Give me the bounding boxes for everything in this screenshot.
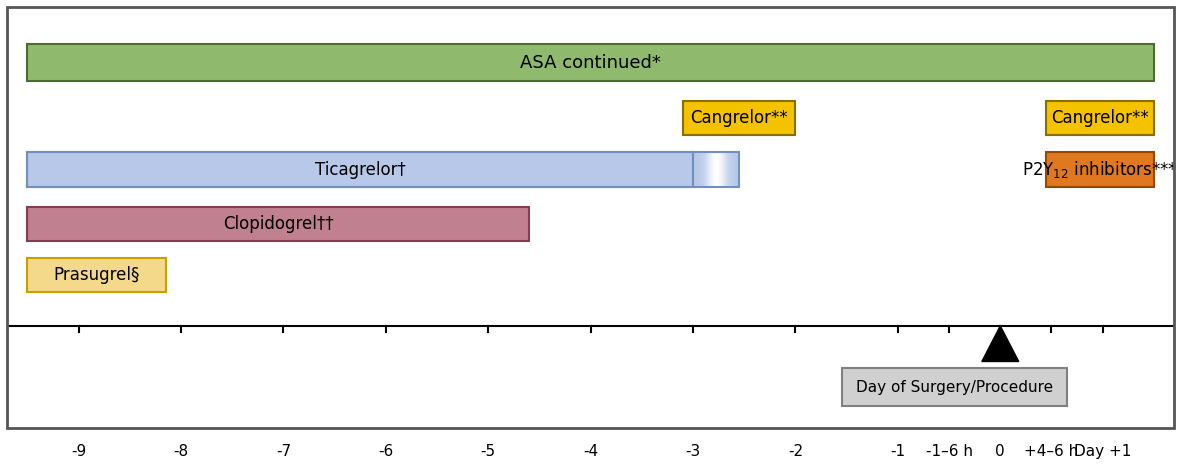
FancyBboxPatch shape [683, 102, 796, 136]
FancyBboxPatch shape [1046, 102, 1154, 136]
FancyBboxPatch shape [28, 207, 529, 241]
Text: Prasugrel§: Prasugrel§ [53, 266, 139, 284]
FancyBboxPatch shape [28, 152, 694, 186]
Text: ASA continued*: ASA continued* [521, 54, 661, 72]
Text: Day of Surgery/Procedure: Day of Surgery/Procedure [856, 379, 1052, 395]
FancyBboxPatch shape [1046, 152, 1154, 186]
Text: Cangrelor**: Cangrelor** [1051, 110, 1150, 127]
FancyBboxPatch shape [841, 368, 1067, 406]
Text: P2Y$_{12}$ inhibitors***: P2Y$_{12}$ inhibitors*** [1022, 159, 1178, 180]
FancyBboxPatch shape [28, 44, 1154, 81]
Text: Clopidogrel††: Clopidogrel†† [223, 215, 334, 233]
Text: Ticagrelor†: Ticagrelor† [314, 160, 406, 178]
Polygon shape [982, 326, 1019, 362]
Text: Cangrelor**: Cangrelor** [690, 110, 788, 127]
FancyBboxPatch shape [28, 258, 166, 292]
